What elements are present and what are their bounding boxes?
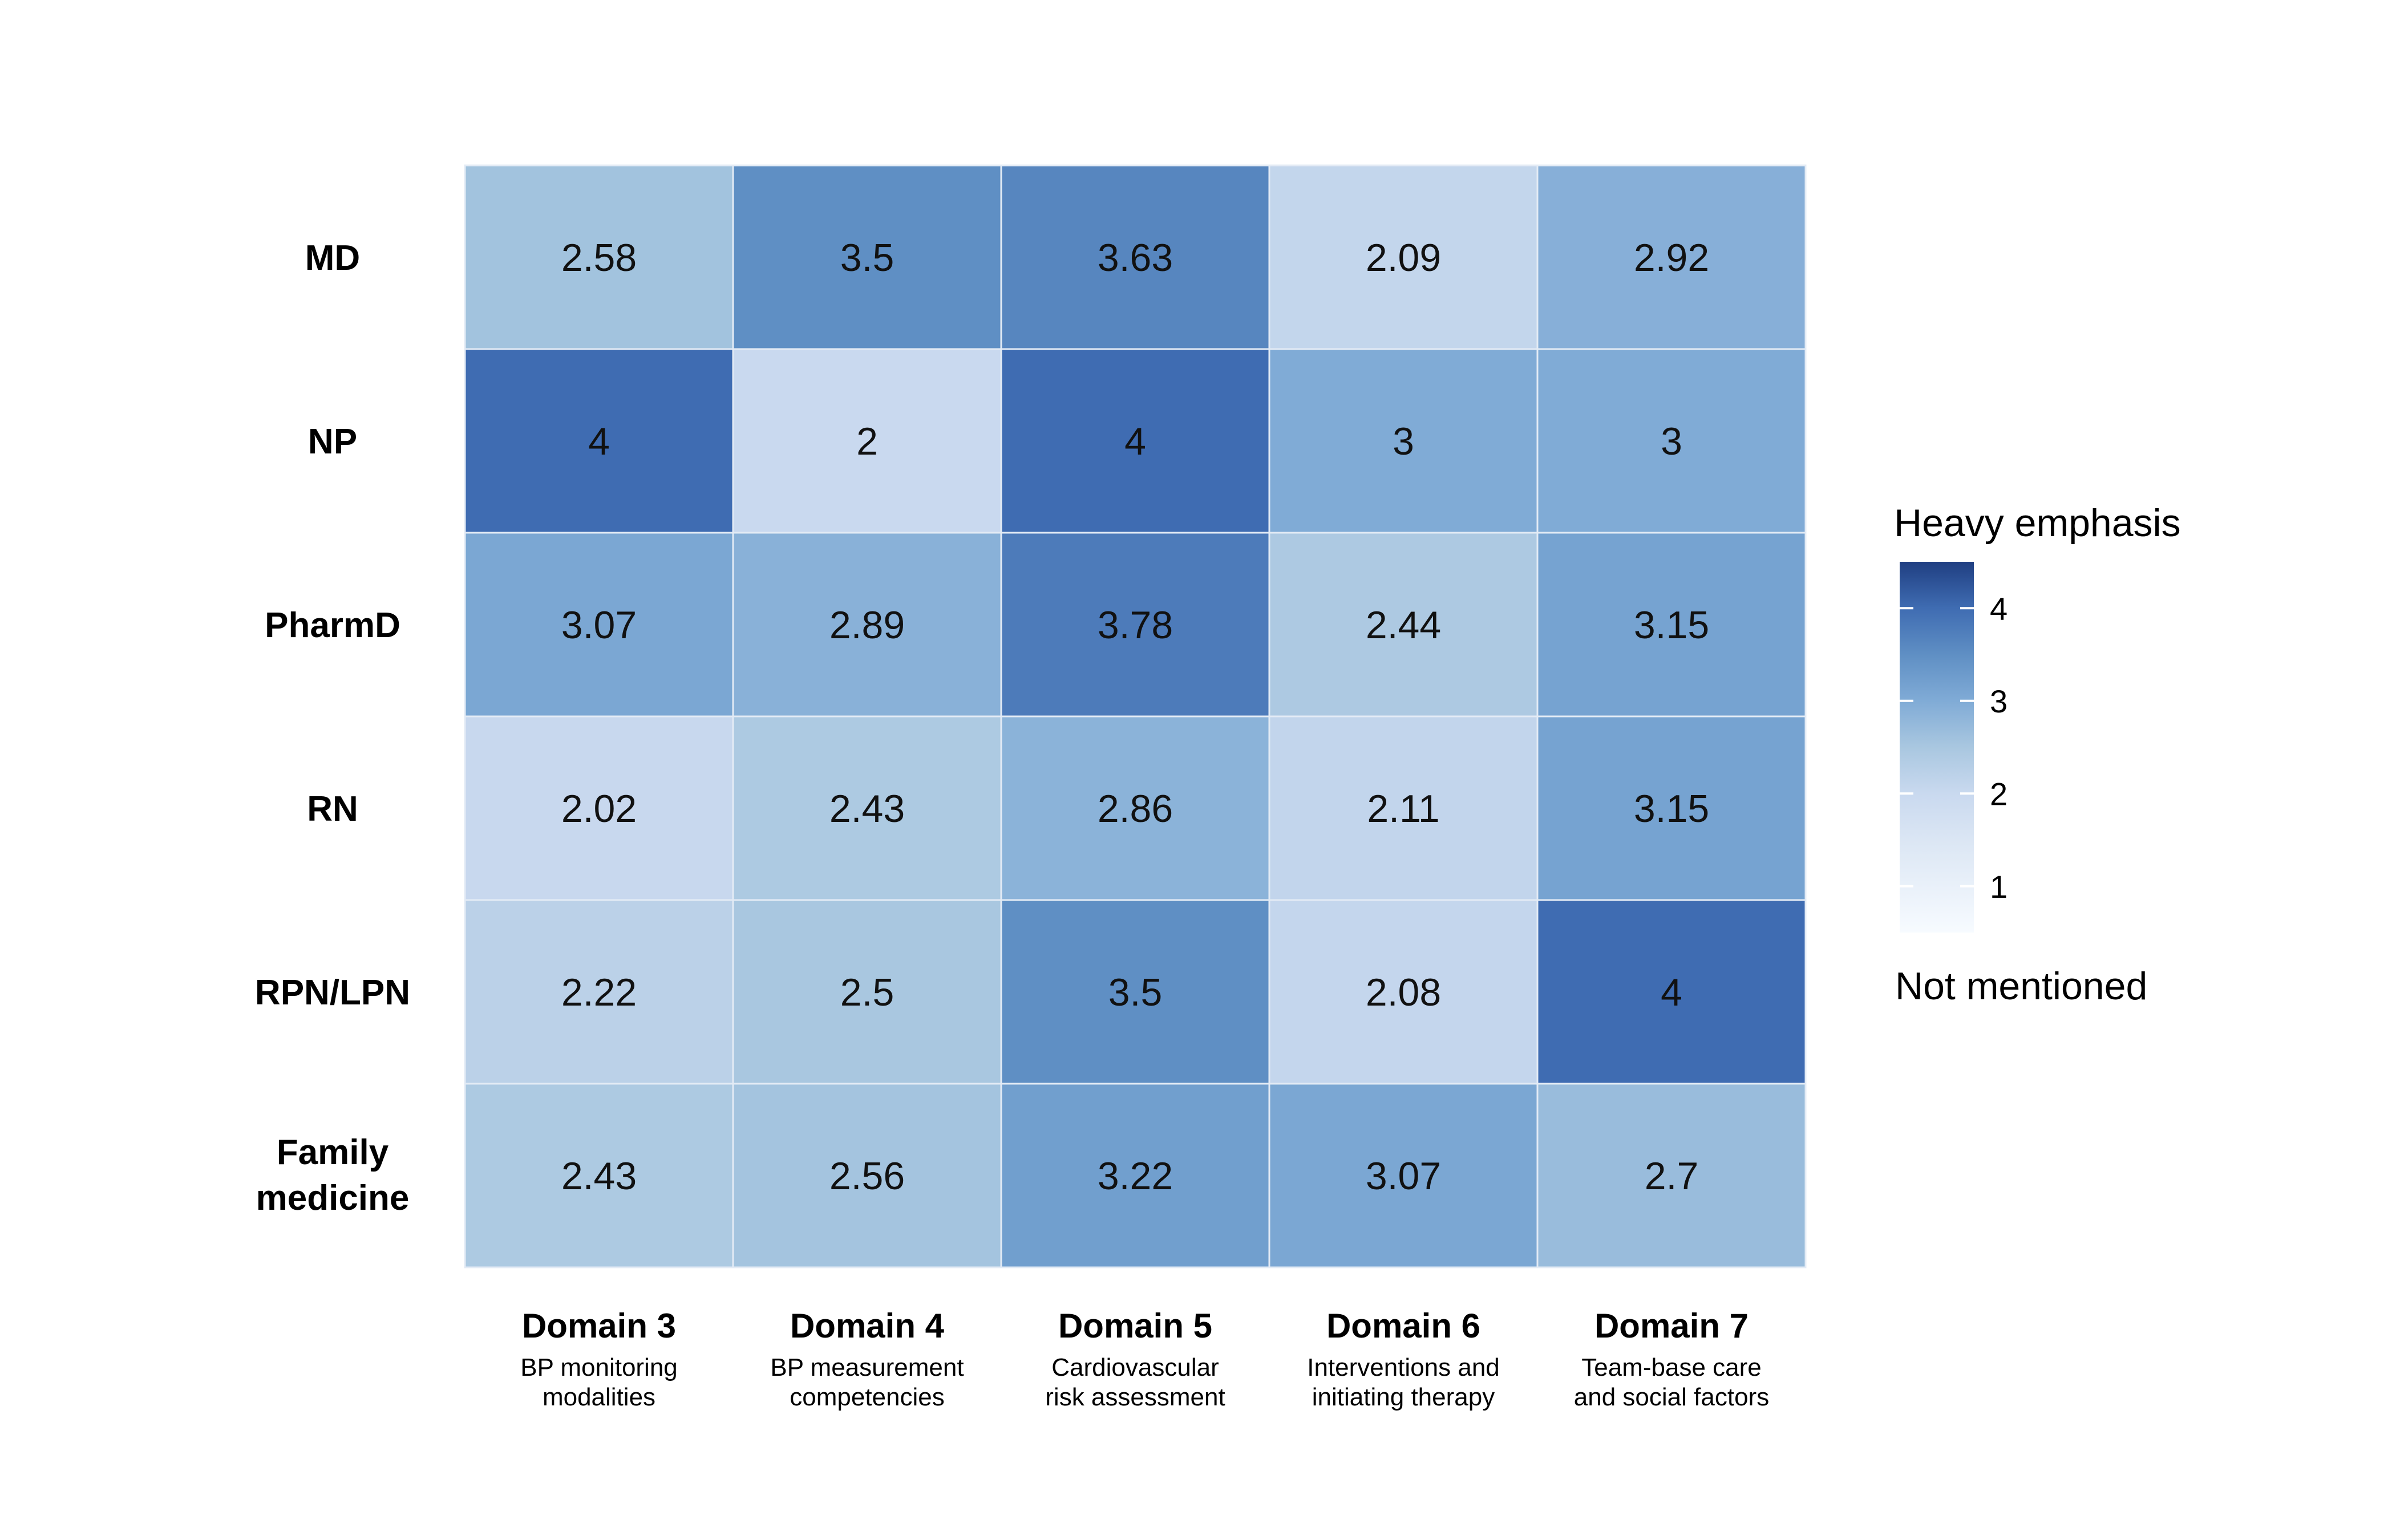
heatmap-cell (1000, 715, 1270, 901)
cell-value-label: 2.58 (561, 236, 637, 279)
heatmap-cell (464, 715, 734, 901)
cell-value-label: 3.5 (1108, 971, 1163, 1014)
cell-value-label: 2.5 (840, 971, 895, 1014)
heatmap-cell (1000, 1083, 1270, 1269)
heatmap-cell (1268, 532, 1539, 718)
cell-value-label: 3.63 (1098, 236, 1173, 279)
cell-value-label: 3.07 (1366, 1154, 1441, 1198)
heatmap-cell (1536, 1083, 1807, 1269)
heatmap-cell (1536, 348, 1807, 534)
cell-value-label: 2.43 (561, 1154, 637, 1198)
heatmap-cell (1536, 899, 1807, 1085)
cell-value-label: 4 (1124, 420, 1146, 463)
row-label: MD (305, 238, 360, 278)
row-label: RN (307, 789, 358, 829)
heatmap-cell (464, 899, 734, 1085)
cell-value-label: 2.43 (829, 787, 905, 830)
row-label: NP (308, 422, 357, 461)
column-subtitle: Cardiovascular risk assessment (1045, 1353, 1225, 1411)
cell-value-label: 2.22 (561, 971, 637, 1014)
cell-value-label: 2.08 (1366, 971, 1441, 1014)
column-title: Domain 7 (1594, 1307, 1749, 1345)
heatmap-cell (732, 1083, 1002, 1269)
cell-value-label: 3.78 (1098, 603, 1173, 647)
legend-bottom-label: Not mentioned (1895, 964, 2147, 1008)
cell-value-label: 2.56 (829, 1154, 905, 1198)
cell-value-label: 3 (1661, 420, 1682, 463)
heatmap-cell (1000, 899, 1270, 1085)
row-label: RPN/LPN (255, 973, 410, 1012)
heatmap-cell (732, 715, 1002, 901)
column-subtitle: BP monitoring modalities (520, 1353, 678, 1411)
row-labels: MD NP PharmD RN RPN/LPN Family medicine (255, 238, 410, 1218)
heatmap-cell (732, 532, 1002, 718)
column-subtitle: Team-base care and social factors (1574, 1353, 1769, 1411)
heatmap-cell (732, 899, 1002, 1085)
column-title: Domain 4 (790, 1307, 945, 1345)
color-legend: Heavy emphasis 1 2 3 4 Not mentioned (1894, 501, 2181, 1008)
legend-tick-label: 4 (1990, 590, 2008, 626)
legend-tick-label: 2 (1990, 776, 2008, 812)
cell-value-label: 4 (588, 420, 610, 463)
heatmap-cell (1536, 164, 1807, 350)
column-title: Domain 5 (1058, 1307, 1212, 1345)
heatmap-cell (464, 348, 734, 534)
cell-value-label: 3.15 (1634, 603, 1709, 647)
legend-color-bar (1900, 562, 1974, 933)
heatmap-cell (1000, 532, 1270, 718)
heatmap-cell (1268, 715, 1539, 901)
heatmap-cell (1536, 532, 1807, 718)
column-title: Domain 3 (522, 1307, 676, 1345)
cell-value-label: 2.11 (1367, 787, 1439, 830)
cell-value-label: 2.89 (829, 603, 905, 647)
row-label: PharmD (265, 606, 400, 645)
heatmap-cell (1268, 164, 1539, 350)
legend-ticks: 1 2 3 4 (1900, 590, 2008, 905)
cell-value-label: 2 (856, 420, 878, 463)
cell-value-label: 2.7 (1645, 1154, 1699, 1198)
heatmap-cell (1268, 1083, 1539, 1269)
column-title: Domain 6 (1326, 1307, 1480, 1345)
legend-tick-label: 3 (1990, 683, 2008, 719)
heatmap-cells: 2.58 3.5 3.63 2.09 2.92 4 2 4 3 3 3.07 2.89 3.78 2.44… (464, 164, 1807, 1269)
heatmap-cell (1536, 715, 1807, 901)
cell-value-label: 3.07 (561, 603, 637, 647)
cell-value-label: 2.92 (1634, 236, 1709, 279)
heatmap-cell (732, 164, 1002, 350)
cell-value-label: 3.15 (1634, 787, 1709, 830)
cell-value-label: 4 (1661, 971, 1682, 1014)
cell-value-label: 3.5 (840, 236, 895, 279)
legend-top-label: Heavy emphasis (1894, 501, 2181, 545)
heatmap-cell (1000, 348, 1270, 534)
cell-value-label: 3 (1393, 420, 1414, 463)
cell-value-label: 3.22 (1098, 1154, 1173, 1198)
column-subtitle: Interventions and initiating therapy (1307, 1353, 1500, 1411)
cell-value-label: 2.02 (561, 787, 637, 830)
heatmap-cell (464, 164, 734, 350)
legend-tick-label: 1 (1990, 869, 2008, 905)
row-label: Family medicine (256, 1133, 410, 1218)
column-labels: Domain 3 BP monitoring modalities Domain 4 B… (520, 1307, 1769, 1411)
heatmap-cell (1000, 164, 1270, 350)
cell-value-label: 2.86 (1098, 787, 1173, 830)
cell-value-label: 2.44 (1366, 603, 1441, 647)
column-subtitle: BP measurement competencies (770, 1353, 964, 1411)
cell-value-label: 2.09 (1366, 236, 1441, 279)
